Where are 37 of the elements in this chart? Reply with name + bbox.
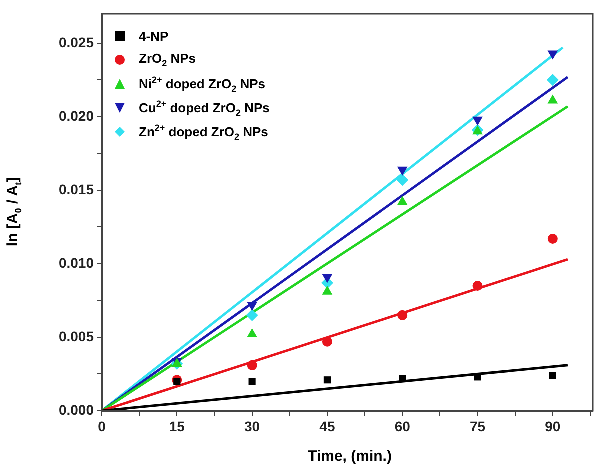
x-tick-label: 75 [470,418,486,434]
point [549,372,556,380]
x-tick-label: 60 [394,418,411,434]
point [396,174,409,186]
y-tick-label: 0.020 [58,108,94,124]
legend-label: Zn$^{2+}$ doped ZrO$_{2}$ NPs [139,122,268,142]
x-tick-label: 45 [320,418,336,434]
point [247,360,258,370]
y-tick-label: 0.015 [58,181,94,198]
point [246,309,258,322]
x-tick-label: 15 [169,418,186,434]
point [174,378,181,386]
point [548,50,558,60]
y-tick-label: 0.010 [58,254,94,271]
legend-label: 4-NP [139,28,169,44]
point [546,74,559,86]
point [398,310,408,320]
point [548,234,558,244]
x-axis-title: Time, (min.) [308,448,392,465]
y-tick-label: 0.000 [58,402,94,418]
point [472,116,483,126]
point [322,274,333,284]
y-tick-label: 0.005 [58,328,94,344]
x-tick-label: 30 [244,418,260,434]
point [472,281,483,292]
x-tick-label: 0 [98,418,106,434]
point [247,302,258,312]
legend-label: Cu$^{2+}$ doped ZrO$_{2}$ NPs [139,98,270,118]
point [247,328,258,338]
point [397,166,408,176]
x-tick-label: 90 [545,418,561,434]
point [322,336,332,347]
point [324,376,331,384]
legend-label: Ni$^{2+}$ doped ZrO$_{2}$ NPs [139,74,266,94]
y-tick-label: 0.025 [58,34,94,50]
legend-label: ZrO$_{2}$ NPs [139,51,196,69]
point [248,378,256,386]
